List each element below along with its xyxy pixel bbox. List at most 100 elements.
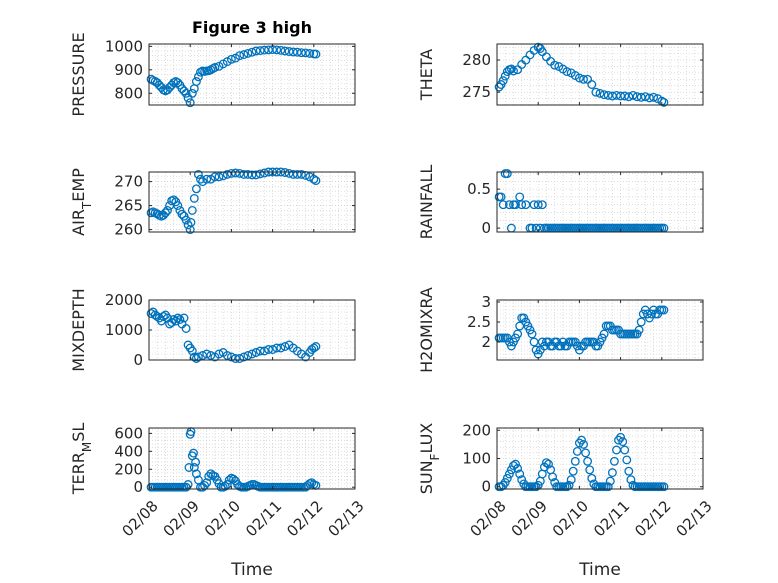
data-point bbox=[616, 91, 626, 101]
data-point bbox=[177, 209, 187, 219]
data-point bbox=[527, 329, 537, 339]
data-point bbox=[259, 168, 269, 178]
data-point bbox=[570, 456, 580, 466]
data-point bbox=[235, 354, 245, 363]
y-axis-label: SUNFLUX bbox=[417, 423, 442, 495]
data-point bbox=[210, 63, 220, 72]
y-tick-label: 100 bbox=[462, 450, 491, 468]
data-point bbox=[603, 482, 613, 492]
data-point bbox=[511, 459, 520, 469]
data-point bbox=[504, 200, 514, 210]
data-point bbox=[222, 351, 232, 360]
data-point bbox=[504, 469, 514, 479]
data-point bbox=[513, 463, 523, 473]
data-point bbox=[175, 315, 185, 324]
y-tick-label: 800 bbox=[114, 84, 143, 102]
y-tick-label: 200 bbox=[114, 460, 143, 478]
data-point bbox=[169, 195, 179, 205]
y-tick-label: 275 bbox=[462, 83, 491, 101]
data-point bbox=[296, 169, 306, 179]
data-point bbox=[210, 172, 220, 182]
data-point bbox=[521, 200, 531, 210]
subplot-rainfall: 0 0.5 RAINFALL bbox=[417, 165, 704, 240]
data-point bbox=[224, 475, 234, 485]
data-point bbox=[191, 77, 201, 86]
y-tick-label: 2000 bbox=[105, 291, 143, 309]
subplot-theta: 275 280 THETA bbox=[417, 42, 704, 107]
data-point bbox=[500, 71, 510, 81]
y-tick-label: 280 bbox=[462, 51, 491, 69]
data-point bbox=[185, 98, 195, 108]
data-point bbox=[272, 45, 282, 55]
data-point bbox=[158, 312, 168, 321]
data-point bbox=[609, 456, 619, 466]
x-tick-label: 02/11 bbox=[242, 497, 285, 540]
y-tick-label: 0.5 bbox=[467, 180, 491, 198]
data-point bbox=[251, 170, 261, 180]
data-point bbox=[591, 87, 601, 97]
data-point bbox=[280, 342, 290, 351]
x-tick-label: 02/10 bbox=[201, 497, 244, 540]
data-point bbox=[255, 346, 265, 356]
data-point bbox=[636, 317, 646, 327]
data-point bbox=[614, 435, 623, 445]
chart-title: Figure 3 high bbox=[192, 18, 312, 37]
data-point bbox=[181, 324, 191, 333]
data-point bbox=[296, 48, 306, 58]
data-point bbox=[268, 345, 278, 354]
x-tick-label: 02/09 bbox=[160, 497, 203, 540]
y-axis-label: AIRTEMP bbox=[69, 168, 94, 236]
data-point bbox=[191, 469, 201, 479]
x-tick-label: 02/08 bbox=[118, 497, 161, 540]
data-point bbox=[583, 456, 593, 466]
data-point bbox=[202, 174, 212, 184]
data-point bbox=[517, 200, 527, 210]
data-point bbox=[181, 88, 191, 98]
data-point bbox=[305, 48, 315, 58]
data-point bbox=[511, 200, 520, 210]
y-axis-label: H2OMIXRA bbox=[417, 287, 436, 373]
y-axis-label: RAINFALL bbox=[417, 165, 436, 240]
data-point bbox=[550, 60, 560, 70]
axes-box bbox=[496, 43, 704, 106]
x-tick-label: 02/10 bbox=[549, 497, 592, 540]
data-point bbox=[239, 352, 249, 362]
data-point bbox=[239, 50, 249, 60]
data-point bbox=[309, 174, 319, 184]
y-tick-label: 0 bbox=[133, 351, 143, 369]
axes-box bbox=[496, 171, 704, 233]
y-tick-label: 0 bbox=[481, 478, 491, 496]
y-tick-label: 1000 bbox=[105, 321, 143, 339]
data-point bbox=[659, 97, 669, 107]
data-point bbox=[574, 73, 584, 83]
data-point bbox=[292, 169, 302, 179]
data-point bbox=[187, 205, 197, 215]
y-tick-label: 2.5 bbox=[467, 313, 491, 331]
data-point bbox=[255, 169, 265, 179]
data-point bbox=[235, 51, 245, 61]
data-point bbox=[183, 220, 193, 230]
data-point bbox=[515, 192, 525, 202]
data-point bbox=[243, 351, 253, 360]
y-axis-label: MIXDEPTH bbox=[69, 288, 88, 371]
y-tick-label: 3 bbox=[481, 293, 491, 311]
data-point bbox=[276, 45, 286, 55]
x-tick-label: 02/08 bbox=[466, 497, 509, 540]
axes-box bbox=[496, 299, 704, 361]
axes-box bbox=[148, 427, 356, 490]
data-point bbox=[161, 208, 170, 218]
x-tick-label: 02/13 bbox=[324, 497, 367, 540]
axes-box bbox=[148, 43, 356, 106]
data-point bbox=[206, 351, 216, 360]
data-point bbox=[226, 352, 236, 362]
data-point bbox=[169, 315, 179, 324]
data-point bbox=[517, 475, 527, 485]
data-point bbox=[189, 448, 198, 458]
data-point bbox=[284, 168, 294, 178]
data-point bbox=[659, 482, 669, 492]
data-point bbox=[579, 439, 588, 449]
y-tick-label: 2 bbox=[481, 333, 491, 351]
y-tick-label: 600 bbox=[114, 424, 143, 442]
data-point bbox=[214, 172, 224, 182]
data-point bbox=[513, 329, 523, 339]
